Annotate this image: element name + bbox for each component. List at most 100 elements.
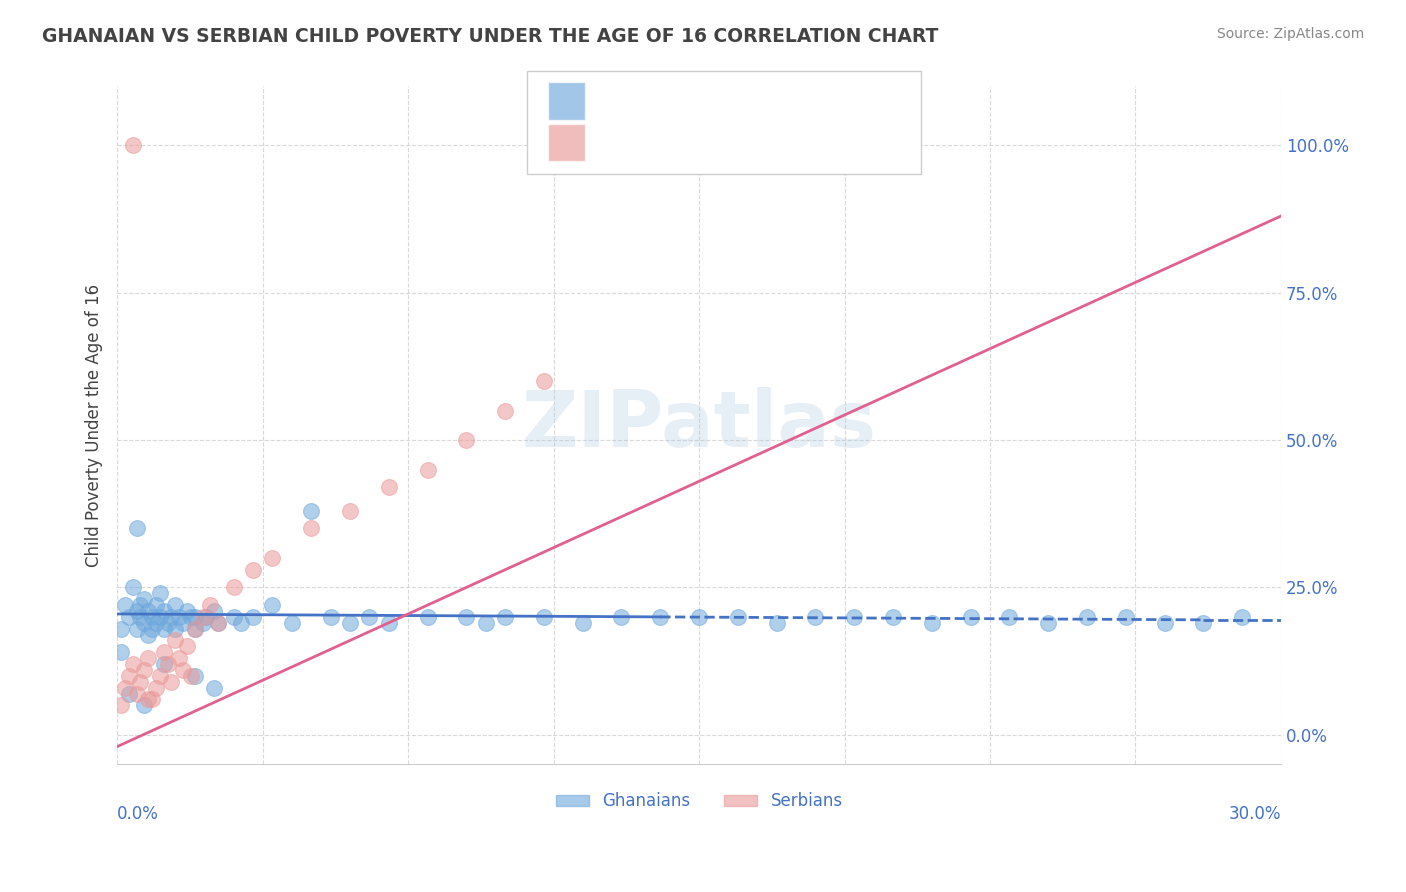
- Point: [416, 610, 439, 624]
- Point: [180, 669, 202, 683]
- Point: [844, 610, 866, 624]
- Text: 0.609: 0.609: [647, 134, 699, 152]
- Point: [180, 610, 202, 624]
- Point: [110, 645, 132, 659]
- Text: Source: ZipAtlas.com: Source: ZipAtlas.com: [1216, 27, 1364, 41]
- Point: [152, 622, 174, 636]
- Y-axis label: Child Poverty Under the Age of 16: Child Poverty Under the Age of 16: [86, 284, 103, 567]
- Point: [129, 610, 152, 624]
- Point: [134, 615, 156, 630]
- Point: [1230, 610, 1253, 624]
- Text: 0.0%: 0.0%: [117, 805, 159, 823]
- Legend: Ghanaians, Serbians: Ghanaians, Serbians: [548, 786, 849, 817]
- Point: [110, 698, 132, 713]
- Point: [145, 681, 167, 695]
- Point: [222, 581, 245, 595]
- Point: [152, 645, 174, 659]
- Point: [149, 669, 172, 683]
- Point: [1076, 610, 1098, 624]
- Point: [533, 374, 555, 388]
- Point: [114, 598, 136, 612]
- Point: [207, 615, 229, 630]
- Point: [571, 615, 593, 630]
- Point: [167, 610, 190, 624]
- Point: [191, 610, 214, 624]
- Point: [765, 615, 787, 630]
- Point: [136, 604, 159, 618]
- Point: [242, 610, 264, 624]
- Point: [141, 622, 163, 636]
- Point: [299, 521, 322, 535]
- Point: [125, 622, 148, 636]
- Point: [377, 615, 399, 630]
- Point: [176, 604, 198, 618]
- Point: [650, 610, 672, 624]
- Point: [202, 604, 225, 618]
- Point: [191, 615, 214, 630]
- Point: [202, 681, 225, 695]
- Point: [152, 657, 174, 671]
- Point: [1192, 615, 1215, 630]
- Point: [688, 610, 710, 624]
- Point: [134, 592, 156, 607]
- Text: R =: R =: [593, 134, 630, 152]
- Point: [121, 657, 143, 671]
- Point: [998, 610, 1021, 624]
- Point: [160, 610, 183, 624]
- Point: [136, 627, 159, 641]
- Point: [377, 480, 399, 494]
- Text: -0.005: -0.005: [647, 92, 700, 110]
- Point: [136, 692, 159, 706]
- Point: [882, 610, 904, 624]
- Point: [804, 610, 827, 624]
- Point: [494, 403, 516, 417]
- Text: 74: 74: [787, 92, 808, 110]
- Point: [921, 615, 943, 630]
- Point: [110, 622, 132, 636]
- Point: [156, 657, 179, 671]
- Point: [118, 687, 141, 701]
- Point: [456, 610, 478, 624]
- Point: [156, 615, 179, 630]
- Point: [176, 640, 198, 654]
- Text: GHANAIAN VS SERBIAN CHILD POVERTY UNDER THE AGE OF 16 CORRELATION CHART: GHANAIAN VS SERBIAN CHILD POVERTY UNDER …: [42, 27, 939, 45]
- Point: [727, 610, 749, 624]
- Point: [231, 615, 253, 630]
- Point: [134, 698, 156, 713]
- Point: [125, 604, 148, 618]
- Point: [121, 581, 143, 595]
- Text: ZIPatlas: ZIPatlas: [522, 387, 876, 463]
- Point: [125, 687, 148, 701]
- Point: [145, 615, 167, 630]
- Point: [207, 615, 229, 630]
- Point: [141, 610, 163, 624]
- Point: [222, 610, 245, 624]
- Point: [959, 610, 981, 624]
- Point: [125, 521, 148, 535]
- Point: [184, 610, 207, 624]
- Point: [141, 692, 163, 706]
- Point: [339, 504, 361, 518]
- Text: N =: N =: [738, 92, 775, 110]
- Point: [262, 598, 284, 612]
- Point: [242, 563, 264, 577]
- Text: 35: 35: [787, 134, 808, 152]
- Point: [184, 669, 207, 683]
- Point: [456, 433, 478, 447]
- Point: [281, 615, 304, 630]
- Point: [134, 663, 156, 677]
- Point: [149, 586, 172, 600]
- Point: [129, 598, 152, 612]
- Point: [262, 551, 284, 566]
- Point: [129, 674, 152, 689]
- Text: 30.0%: 30.0%: [1229, 805, 1281, 823]
- Text: R =: R =: [593, 92, 630, 110]
- Point: [319, 610, 342, 624]
- Point: [152, 604, 174, 618]
- Point: [195, 610, 218, 624]
- Point: [416, 462, 439, 476]
- Point: [1115, 610, 1137, 624]
- Point: [165, 633, 187, 648]
- Point: [172, 663, 194, 677]
- Point: [1038, 615, 1060, 630]
